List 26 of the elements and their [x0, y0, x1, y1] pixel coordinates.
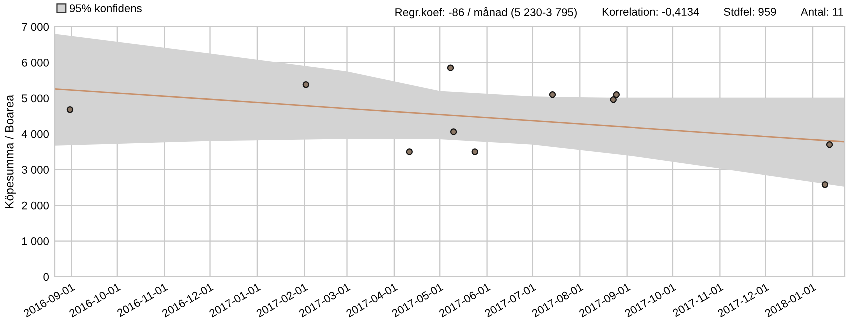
y-tick-label: 1 000: [22, 238, 50, 246]
y-tick-label: 6 000: [22, 58, 50, 67]
y-tick-label: 4 000: [22, 130, 50, 138]
point: [406, 148, 413, 156]
point: [450, 128, 458, 136]
text: Antal: 11: [800, 8, 844, 16]
line-series: [55, 88, 845, 143]
y-tick-label: 5 000: [22, 94, 50, 103]
point: [610, 96, 617, 104]
y-tick-label: 2 000: [22, 202, 50, 210]
point: [447, 64, 454, 72]
y-tick-label: 7 000: [22, 23, 50, 32]
y-axis-title: Köpesumma / Boarea: [5, 94, 16, 208]
point: [66, 106, 74, 114]
text: Regr.koef: -86 / månad (5 230-3 795): [396, 7, 577, 19]
point: [613, 92, 620, 98]
y-tick-label: 0: [44, 273, 50, 282]
point: [549, 92, 556, 98]
text: 95% konfidens: [70, 4, 142, 12]
text: Korrelation: -0,4134: [602, 8, 700, 18]
point: [826, 142, 834, 148]
point: [302, 82, 310, 88]
text: Stdfel: 959: [724, 8, 776, 16]
point: [472, 148, 478, 156]
point: [822, 182, 829, 188]
y-tick-label: 3 000: [22, 166, 50, 174]
